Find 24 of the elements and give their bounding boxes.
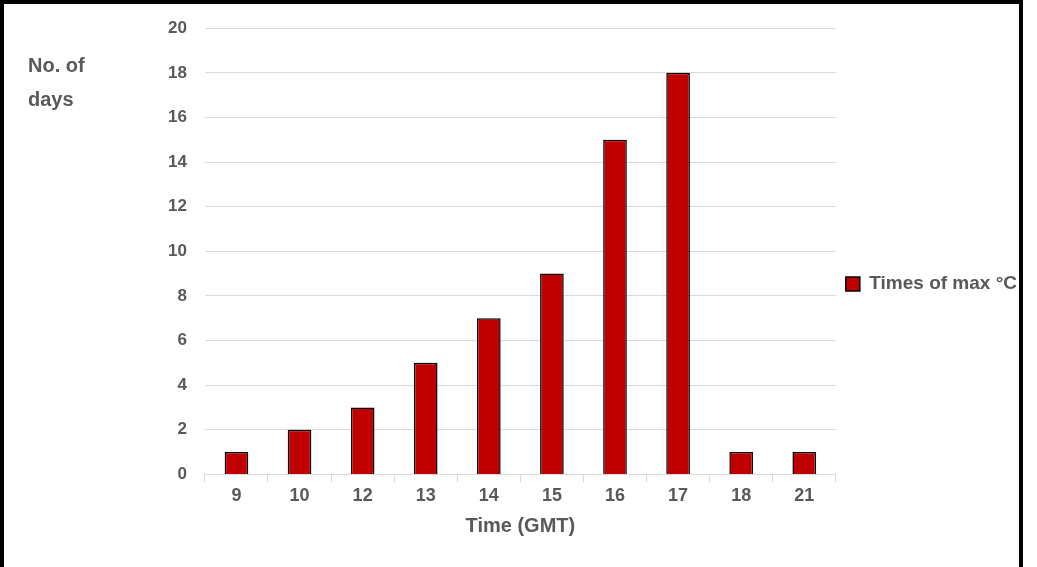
y-tick-label: 10 — [167, 240, 187, 260]
y-tick-label: 0 — [177, 464, 187, 484]
y-tick-label: 8 — [177, 285, 187, 305]
y-tick-label: 14 — [167, 151, 188, 171]
y-tick-label: 16 — [167, 107, 187, 127]
y-tick-label: 18 — [167, 62, 187, 82]
x-tick-label: 13 — [415, 485, 436, 506]
legend-label: Times of max °C — [869, 272, 1018, 294]
y-tick-label: 12 — [167, 196, 187, 216]
x-tick-label: 9 — [231, 485, 242, 506]
x-tick-label: 17 — [668, 485, 689, 506]
x-axis-title: Time (GMT) — [465, 513, 576, 536]
y-tick-label: 4 — [177, 374, 188, 394]
y-axis-title: No. of days — [28, 53, 86, 112]
y-tick-label: 2 — [177, 419, 187, 439]
y-tick-label: 6 — [177, 330, 187, 350]
x-tick-label: 16 — [604, 485, 626, 506]
x-tick-label: 18 — [731, 485, 752, 506]
x-tick-label: 21 — [794, 485, 815, 506]
y-tick-label: 20 — [167, 17, 187, 37]
x-tick-label: 10 — [289, 485, 310, 506]
x-tick-label: 14 — [478, 485, 499, 506]
x-tick-label: 12 — [352, 485, 373, 506]
x-tick-label: 15 — [541, 485, 562, 506]
